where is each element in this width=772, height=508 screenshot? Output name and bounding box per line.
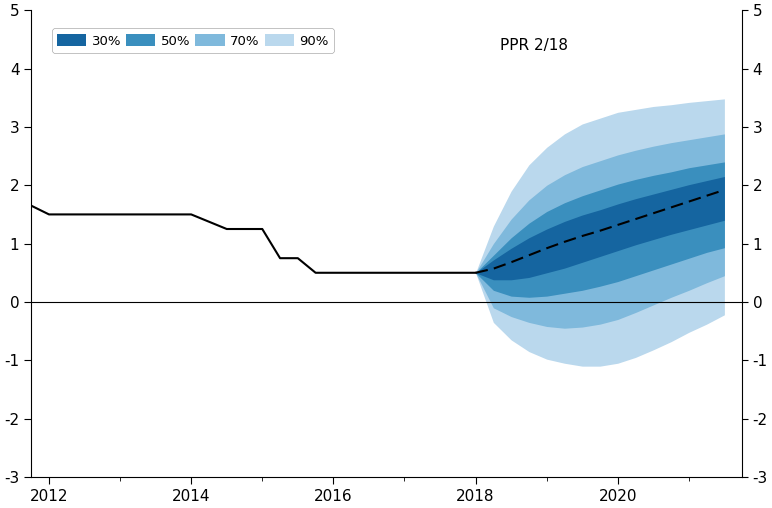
Text: PPR 2/18: PPR 2/18: [500, 38, 568, 53]
Legend: 30%, 50%, 70%, 90%: 30%, 50%, 70%, 90%: [52, 28, 334, 53]
